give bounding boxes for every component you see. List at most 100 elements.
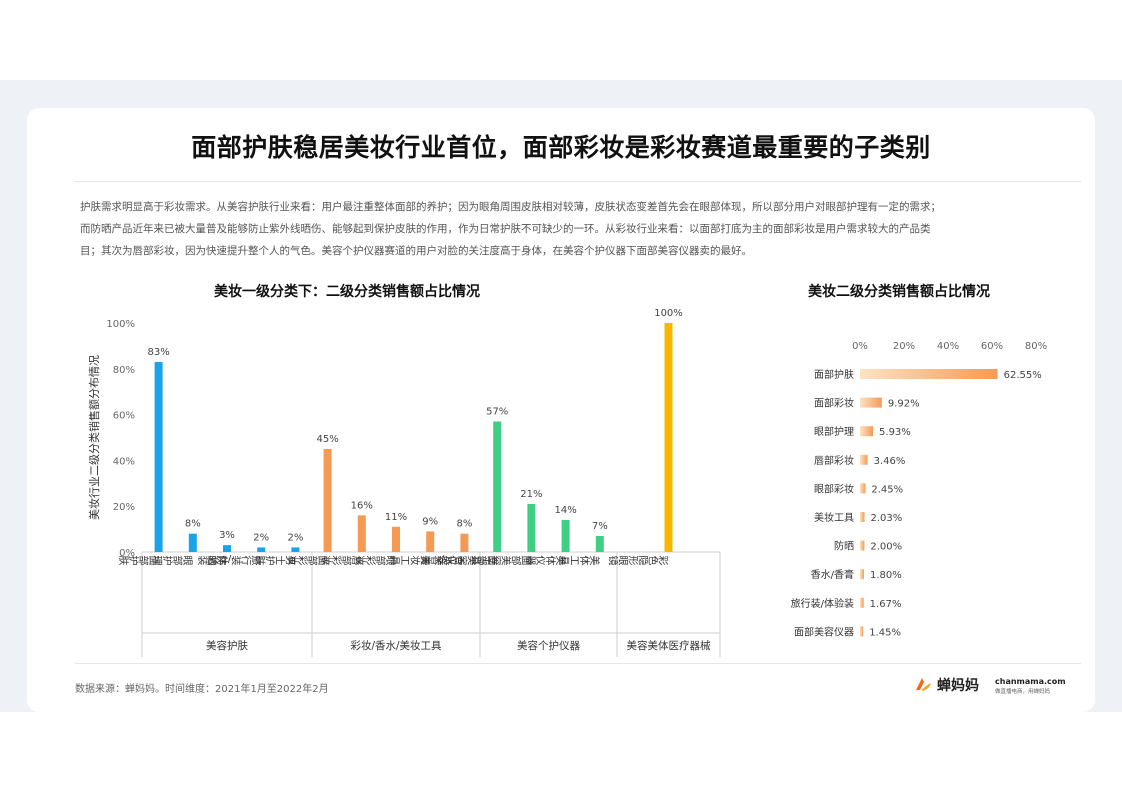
description-line: 目；其次为唇部彩妆，因为快速提升整个人的气色。美容个护仪器赛道的用户对脸的关注度…	[80, 245, 752, 257]
x-category-label: 香水/香膏	[421, 553, 465, 565]
y-category-label: 面部彩妆	[814, 397, 854, 410]
bar	[392, 526, 400, 552]
left-bar-chart: 美妆行业二级分类销售额分布情况 0% 20% 40% 60% 80% 100% 83% 面部护肤…	[87, 308, 721, 657]
bar-value-label: 9.92%	[888, 399, 920, 410]
logo-name: 蝉妈妈	[937, 678, 979, 694]
x-category-label: 眼部彩妆	[355, 553, 396, 565]
left-chart-title: 美妆一级分类下：二级分类销售额占比情况	[214, 284, 480, 300]
y-tick-label: 40%	[113, 456, 135, 467]
bar-value-label: 5.93%	[879, 427, 911, 438]
bar-value-label: 2.03%	[870, 513, 902, 524]
bar-value-label: 100%	[654, 308, 683, 319]
bar-value-label: 1.80%	[870, 570, 902, 581]
x-tick-label: 0%	[852, 341, 868, 352]
description: 护肤需求明显高于彩妆需求。从美容护肤行业来看：用户最注重整体面部的养护；因为眼角…	[80, 196, 1060, 262]
bar	[664, 323, 673, 552]
x-category-label: 美体仪器	[525, 553, 567, 565]
cicada-logo-icon	[912, 674, 934, 696]
content-card	[27, 108, 1095, 712]
x-category-label: 面部美容工具	[471, 553, 532, 565]
x-category-label: 面部美容仪器	[436, 553, 497, 565]
bar	[291, 547, 300, 552]
bar-value-label: 2%	[253, 532, 269, 543]
y-tick-label: 60%	[113, 411, 135, 422]
x-category-label: 彩色隐形眼镜	[608, 553, 669, 565]
group-label: 美容美体医疗器械	[627, 639, 711, 652]
x-category-label: 眼部护理	[153, 553, 193, 565]
bar-value-label: 7%	[592, 521, 608, 532]
y-category-label: 旅行装/体验装	[791, 597, 854, 610]
group-label: 美容护肤	[206, 639, 248, 652]
y-category-label: 美妆工具	[814, 511, 854, 524]
bar	[323, 448, 332, 552]
title-divider	[75, 181, 1081, 182]
bar	[860, 597, 864, 608]
x-category-label: 旅行装/体验装	[197, 553, 262, 565]
y-category-label: 面部美容仪器	[794, 625, 854, 638]
bar	[561, 519, 570, 552]
bar	[595, 535, 604, 552]
bar	[860, 626, 864, 637]
x-category-label: 美妆工具	[389, 553, 431, 565]
bar-value-label: 8%	[456, 519, 472, 530]
description-line: 而防晒产品近年来已被大量普及能够防止紫外线晒伤、能够起到保护皮肤的作用，作为日常…	[80, 223, 931, 235]
bar-value-label: 3%	[219, 530, 235, 541]
bar-value-label: 45%	[316, 434, 338, 445]
y-category-label: 面部护肤	[814, 368, 854, 381]
logo-slogan: 做直播电商，用蝉妈妈	[995, 689, 1051, 695]
bar-value-label: 1.67%	[870, 599, 902, 610]
x-category-label: 防晒	[206, 553, 228, 565]
x-category-label: 唇部彩妆	[321, 553, 362, 565]
x-category-label: 美体工具	[559, 553, 601, 565]
bar-value-label: 16%	[351, 500, 373, 511]
bar	[527, 503, 536, 552]
right-chart-title: 美妆二级分类销售额占比情况	[808, 284, 990, 300]
description-line: 护肤需求明显高于彩妆需求。从美容护肤行业来看：用户最注重整体面部的养护；因为眼角…	[80, 201, 941, 213]
bar	[188, 533, 197, 552]
bar-value-label: 21%	[520, 489, 542, 500]
group-label: 美容个护仪器	[517, 639, 580, 652]
bar	[860, 369, 998, 379]
bar-value-label: 2%	[287, 532, 303, 543]
bar-value-label: 11%	[385, 512, 407, 523]
y-tick-label: 80%	[113, 365, 135, 376]
bar	[460, 533, 469, 552]
y-category-label: 眼部护理	[814, 425, 854, 438]
bar-value-label: 2.00%	[870, 542, 902, 553]
bar-value-label: 83%	[147, 347, 169, 358]
group-label: 彩妆/香水/美妆工具	[350, 639, 442, 652]
chanmama-logo: 蝉妈妈	[912, 674, 979, 696]
x-tick-label: 60%	[981, 341, 1003, 352]
x-category-label: 面部彩妆	[287, 553, 328, 565]
x-tick-label: 20%	[893, 341, 915, 352]
x-category-label: 面部护肤	[118, 553, 159, 565]
x-tick-label: 80%	[1025, 341, 1047, 352]
logo-site: chanmama.com 做直播电商，用蝉妈妈	[995, 677, 1066, 695]
bar	[860, 426, 874, 437]
bar-value-label: 9%	[422, 516, 438, 527]
bar	[860, 569, 864, 580]
page-title: 面部护肤稳居美妆行业首位，面部彩妆是彩妆赛道最重要的子类别	[191, 133, 931, 162]
bar-value-label: 14%	[554, 505, 576, 516]
logo-domain: chanmama.com	[995, 677, 1066, 686]
bar-value-label: 8%	[185, 519, 201, 530]
bar	[860, 512, 865, 522]
x-category-label: 男士护肤	[255, 553, 296, 565]
bar-value-label: 1.45%	[869, 627, 901, 638]
y-category-label: 香水/香膏	[811, 568, 854, 581]
y-category-label: 眼部彩妆	[814, 482, 854, 495]
bar-value-label: 3.46%	[874, 456, 906, 467]
y-tick-label: 0%	[119, 548, 135, 559]
bar	[860, 397, 882, 408]
bar	[493, 421, 502, 552]
bar	[357, 515, 366, 552]
x-tick-label: 40%	[937, 341, 959, 352]
bar-value-label: 57%	[486, 406, 508, 417]
bar	[860, 540, 865, 551]
y-category-label: 唇部彩妆	[814, 454, 854, 467]
y-category-label: 防晒	[834, 540, 854, 553]
data-source: 数据来源：蝉妈妈。时间维度：2021年1月至2022年2月	[75, 684, 329, 695]
bar	[223, 545, 231, 552]
bar	[257, 547, 266, 552]
bar	[860, 483, 866, 494]
